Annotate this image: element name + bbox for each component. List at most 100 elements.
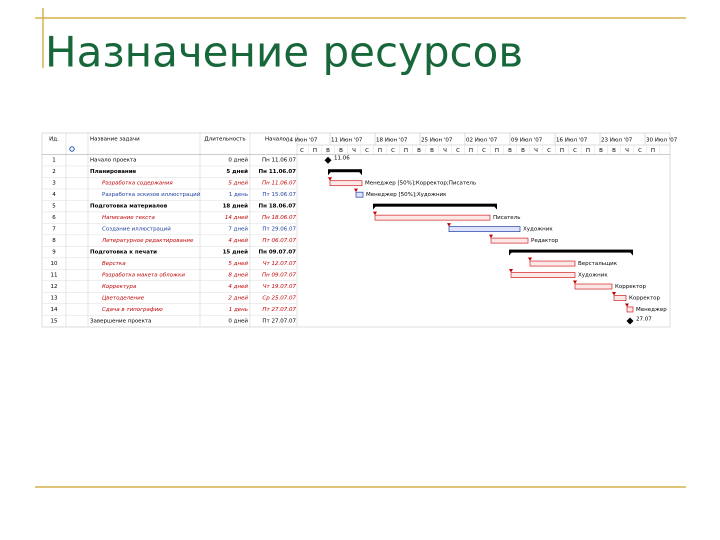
- summary-bar: [509, 249, 633, 253]
- dependency-arrow: [509, 269, 513, 273]
- task-bar: [329, 180, 363, 187]
- milestone: [626, 317, 634, 325]
- summary-bar: [328, 169, 362, 173]
- slide-title: Назначение ресурсов: [45, 28, 523, 77]
- task-start: Пт 27.07.07: [262, 318, 296, 324]
- bar-label: Художник: [523, 227, 553, 233]
- task-start: Пн 11.06.07: [259, 169, 297, 175]
- bar-label: Корректор: [615, 284, 647, 290]
- task-id: 8: [52, 238, 56, 244]
- task-bar: [374, 214, 491, 221]
- task-duration: 14 дней: [225, 215, 249, 221]
- task-id: 10: [51, 261, 58, 267]
- task-bar: [490, 237, 529, 244]
- task-name: Планирование: [90, 169, 137, 175]
- dependency-arrow: [447, 223, 451, 227]
- task-name: Подготовка к печати: [90, 250, 157, 256]
- day-label: П: [560, 148, 564, 154]
- day-label: П: [378, 148, 382, 154]
- summary-end: [494, 206, 497, 210]
- day-label: П: [586, 148, 590, 154]
- task-id: 3: [52, 181, 56, 187]
- task-start: Пт 27.07.07: [262, 307, 296, 313]
- day-label: В: [508, 148, 512, 154]
- task-name: Корректура: [102, 284, 137, 290]
- task-name: Завершение проекта: [90, 318, 151, 324]
- task-duration: 4 дней: [228, 284, 248, 290]
- day-label: П: [469, 148, 473, 154]
- task-id: 1: [52, 158, 56, 164]
- summary-bar: [373, 203, 497, 207]
- task-bar: [613, 295, 627, 301]
- day-label: П: [313, 148, 317, 154]
- task-name: Разработка эскизов иллюстраций: [102, 191, 201, 198]
- task-name: Написание текста: [102, 215, 156, 221]
- task-id: 15: [51, 318, 58, 324]
- column-header: Начало: [265, 137, 287, 143]
- task-start: Пн 09.07.07: [262, 273, 296, 279]
- task-duration: 5 дней: [228, 261, 248, 267]
- week-label: 02 Июл '07: [466, 138, 498, 144]
- dependency-arrow: [612, 292, 616, 296]
- day-label: С: [573, 148, 577, 154]
- column-header: Ид.: [49, 137, 59, 143]
- task-start: Пт 06.07.07: [262, 238, 296, 244]
- summary-end: [373, 206, 376, 210]
- day-label: П: [404, 148, 408, 154]
- task-id: 5: [52, 204, 56, 210]
- day-label: Ч: [352, 148, 356, 154]
- task-start: Ср 25.07.07: [262, 296, 296, 302]
- task-name: Литературное редактирование: [101, 238, 194, 244]
- task-start: Пн 11.06.07: [262, 181, 296, 187]
- task-name: Начало проекта: [90, 158, 137, 164]
- task-start: Пт 15.06.07: [262, 192, 296, 198]
- day-label: С: [391, 148, 395, 154]
- bar-label: Менеджер: [636, 307, 667, 313]
- day-label: В: [430, 148, 434, 154]
- task-bar: [448, 226, 521, 232]
- day-label: С: [482, 148, 486, 154]
- dependency-arrow: [489, 234, 493, 239]
- task-duration: 15 дней: [223, 249, 249, 256]
- task-start: Чт 12.07.07: [263, 261, 297, 267]
- dependency-arrow: [625, 303, 629, 307]
- task-bar: [529, 260, 576, 267]
- summary-end: [359, 171, 362, 176]
- day-label: С: [456, 148, 460, 154]
- task-start: Пн 18.06.07: [262, 215, 296, 221]
- dependency-arrow: [328, 177, 332, 181]
- bar-label: Писатель: [493, 215, 520, 221]
- week-label: 23 Июл '07: [601, 138, 633, 144]
- task-bar: [574, 283, 613, 290]
- bar-label: Художник: [578, 273, 608, 279]
- day-label: В: [612, 148, 616, 154]
- task-name: Создание иллюстраций: [102, 226, 171, 233]
- task-name: Верстка: [102, 261, 126, 267]
- task-duration: 5 дней: [228, 181, 248, 187]
- task-duration: 0 дней: [228, 157, 248, 164]
- task-id: 2: [52, 169, 56, 175]
- day-label: В: [521, 148, 525, 154]
- milestone: [324, 156, 332, 164]
- summary-end: [328, 171, 331, 176]
- task-start: Пн 09.07.07: [259, 250, 297, 256]
- summary-end: [630, 252, 633, 256]
- task-id: 6: [52, 215, 56, 221]
- task-name: Подготовка материалов: [90, 204, 168, 210]
- task-id: 13: [51, 296, 58, 302]
- dependency-arrow: [573, 280, 577, 285]
- week-label: 25 Июн '07: [421, 138, 453, 144]
- day-label: П: [495, 148, 499, 154]
- day-label: С: [547, 148, 551, 154]
- week-label: 09 Июл '07: [511, 138, 543, 144]
- week-label: 30 Июл '07: [646, 138, 678, 144]
- task-id: 14: [51, 307, 58, 313]
- gantt-view: Ид. Название задачи Длительность Начало 04 И…: [41, 132, 678, 328]
- bar-label: 11.06: [334, 156, 350, 162]
- day-label: В: [339, 148, 343, 154]
- week-label: 16 Июл '07: [556, 138, 588, 144]
- day-label: С: [365, 148, 369, 154]
- task-duration: 1 день: [229, 307, 248, 313]
- info-icon: [69, 146, 75, 152]
